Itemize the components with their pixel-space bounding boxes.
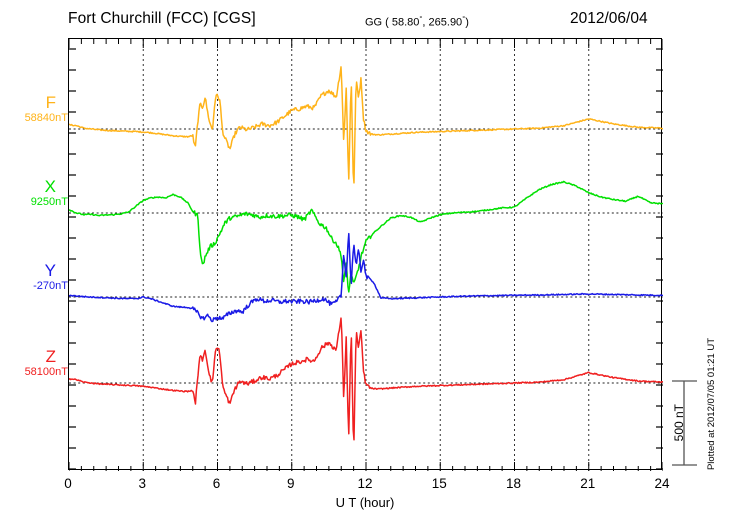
component-symbol-z: Z	[45, 347, 56, 366]
x-tick-label-9: 9	[286, 476, 295, 491]
trace-z	[69, 317, 663, 441]
coords-prefix: GG ( 58.80	[365, 16, 420, 29]
component-label-f: F 58840nT	[0, 94, 68, 125]
component-baseline-f: 58840nT	[24, 112, 68, 124]
x-tick-label-3: 3	[138, 476, 147, 491]
component-baseline-x: 9250nT	[30, 196, 68, 208]
grid-layer	[142, 39, 590, 471]
coords-suffix: )	[465, 16, 469, 29]
x-tick-label-24: 24	[654, 476, 670, 491]
plotted-timestamp: Plotted at 2012/07/05 01:21 UT	[706, 338, 717, 471]
trace-x	[69, 180, 663, 293]
component-symbol-f: F	[45, 93, 56, 112]
coords-mid: , 265.90	[422, 16, 463, 29]
magnetogram-plot	[69, 39, 663, 471]
trace-y	[69, 232, 663, 323]
x-axis-title: U T (hour)	[335, 495, 395, 510]
axis-tick-layer	[69, 39, 663, 471]
x-tick-label-18: 18	[505, 476, 522, 491]
geographic-coordinates: GG ( 58.80°, 265.90°)	[365, 14, 469, 29]
observation-date: 2012/06/04	[570, 10, 648, 27]
component-symbol-y: Y	[44, 261, 56, 280]
component-label-z: Z 58100nT	[0, 348, 68, 379]
x-tick-label-21: 21	[580, 476, 596, 491]
component-baseline-z: 58100nT	[24, 366, 68, 378]
component-symbol-x: X	[44, 177, 56, 196]
x-tick-label-15: 15	[431, 476, 447, 491]
component-label-x: X 9250nT	[0, 178, 68, 209]
component-baseline-y: -270nT	[33, 280, 68, 292]
station-title: Fort Churchill (FCC) [CGS]	[68, 10, 256, 27]
trace-f	[69, 66, 663, 184]
trace-layer	[69, 66, 663, 441]
x-tick-label-0: 0	[64, 476, 72, 491]
x-tick-label-12: 12	[357, 476, 373, 491]
x-tick-label-6: 6	[212, 476, 221, 491]
scale-bar-label: 500 nT	[672, 404, 686, 442]
degree-icon: °	[419, 14, 423, 23]
scale-bar	[672, 380, 697, 466]
plot-frame	[68, 38, 663, 471]
component-label-y: Y -270nT	[0, 262, 68, 293]
degree-icon: °	[462, 14, 466, 23]
